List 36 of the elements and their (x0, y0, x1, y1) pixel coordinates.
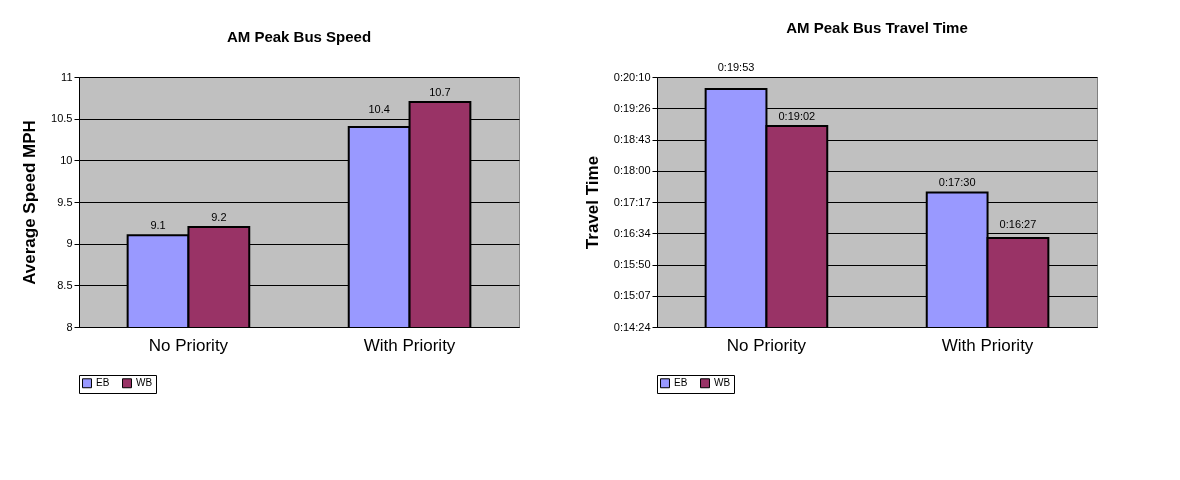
data-label: 10.4 (368, 103, 390, 115)
y-tick-label: 0:20:10 (613, 70, 651, 83)
y-tick-label: 0:18:43 (613, 133, 651, 145)
data-label: 0:19:53 (717, 61, 755, 74)
y-tick-label: 9.5 (57, 195, 73, 208)
data-label: 0:19:02 (778, 109, 816, 122)
data-label: 10.7 (429, 86, 451, 98)
y-tick-label: 11 (61, 70, 73, 83)
data-label: 9.2 (211, 211, 227, 223)
x-tick-label: No Priority (148, 335, 229, 355)
legend-label: EB (674, 377, 688, 389)
x-tick-label: With Priority (941, 335, 1034, 355)
y-tick-label: 8.5 (57, 278, 73, 291)
y-tick-label: 10.5 (51, 112, 73, 125)
y-axis-title: Average Speed MPH (20, 120, 40, 285)
y-tick-label: 0:19:26 (613, 101, 651, 114)
y-tick-label: 9 (66, 237, 73, 250)
data-label: 9.1 (150, 219, 166, 232)
data-label: 0:17:30 (938, 176, 976, 189)
legend-label: WB (136, 377, 153, 389)
x-tick-label: No Priority (726, 335, 807, 355)
y-axis-title: Travel Time (582, 155, 602, 250)
y-tick-label: 0:17:17 (613, 195, 651, 208)
data-label: 0:16:27 (999, 218, 1037, 231)
chart-title: AM Peak Bus Travel Time (786, 19, 968, 37)
y-tick-label: 0:15:07 (613, 289, 651, 302)
x-tick-label: With Priority (363, 335, 456, 355)
y-tick-label: 0:15:50 (613, 258, 651, 270)
y-tick-label: 0:16:34 (613, 226, 651, 239)
legend-label: WB (714, 377, 731, 389)
legend-label: EB (96, 377, 110, 389)
y-tick-label: 10 (60, 153, 73, 166)
y-tick-label: 0:18:00 (613, 164, 651, 177)
chart-title: AM Peak Bus Speed (226, 28, 372, 45)
y-tick-label: 0:14:24 (613, 320, 651, 333)
y-tick-label: 8 (66, 320, 73, 333)
